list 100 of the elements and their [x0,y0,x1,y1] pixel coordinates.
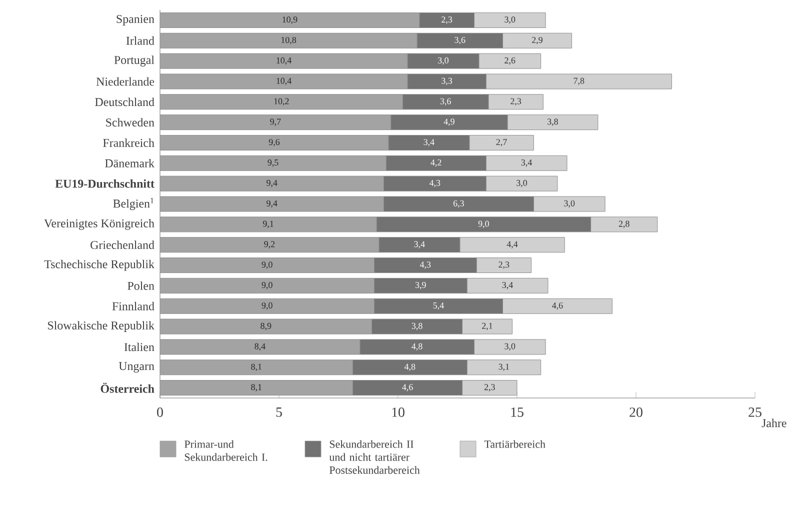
data-label: 4,3 [429,180,440,188]
data-label: 5,4 [433,302,444,310]
data-label: 8,1 [251,364,262,372]
data-label: 4,2 [430,159,442,167]
data-label: 7,8 [574,78,584,86]
y-tick-label: Portugal [114,56,154,66]
data-label: 3,0 [504,343,516,351]
x-tick-label: 15 [511,408,524,417]
bar [160,12,420,28]
data-label: 3,8 [412,322,422,330]
data-label: 10,9 [282,16,298,24]
data-label: 4,3 [420,262,431,269]
y-tick-label: Belgien$^{1}$ [113,198,154,210]
data-label: 8,9 [260,322,272,330]
y-tick-label: Polen [128,281,154,290]
data-label: 2,9 [532,36,542,44]
data-label: 3,6 [440,98,451,106]
data-label: 3,0 [504,16,516,24]
data-label: 2,1 [482,322,492,330]
x-axis-title: Jahre [762,418,786,428]
x-tick-label: 5 [276,408,282,417]
y-tick-label: Deutschland [95,98,154,106]
data-label: 3,3 [442,78,452,86]
data-label: 2,3 [442,16,452,24]
data-label: 3,4 [424,139,434,146]
data-label: 9,4 [266,180,278,188]
data-label: 3,6 [454,36,466,44]
legend-label: Tartiärbereich [484,440,546,448]
bar [160,237,380,253]
bar [160,380,354,396]
y-tick-label: Vereinigtes Königreich [44,218,154,230]
legend-label: Primar-und Sekundarbereich I. [184,440,268,461]
data-label: 9,4 [266,200,278,208]
data-label: 10,4 [276,78,292,86]
data-label: 3,4 [414,241,425,248]
data-label: 3,4 [502,282,513,290]
bar [160,155,386,171]
data-label: 10,8 [281,36,296,44]
data-label: 9,0 [478,220,489,228]
y-tick-label: Spanien [116,14,154,26]
x-tick-label: 10 [392,408,404,417]
data-label: 9,5 [268,159,278,167]
data-label: 4,4 [506,241,518,248]
y-tick-label: Finnland [112,302,154,310]
bar [160,318,372,334]
data-label: 8,4 [254,343,266,351]
data-label: 2,7 [496,139,507,146]
bar [160,114,392,130]
data-label: 9,7 [270,118,281,126]
data-label: 4,9 [444,118,454,126]
bar [160,339,360,355]
bar [160,176,384,192]
data-label: 9,2 [264,241,275,248]
y-tick-label: EU19-Durchschnitt [55,179,154,188]
y-tick-label: Frankreich [103,138,154,147]
y-tick-label: Dänemark [105,158,154,168]
data-label: 2,3 [498,262,510,269]
data-label: 9,1 [262,220,274,228]
bar [160,94,404,110]
data-label: 3,0 [516,180,528,188]
data-label: 2,8 [618,220,630,228]
data-label: 4,8 [404,364,416,372]
y-tick-label: Tschechische Republik [44,260,154,271]
x-tick-label: 25 [748,408,762,417]
x-tick-label: 20 [630,408,642,417]
bar [160,74,408,90]
bar [160,216,377,232]
data-label: 9,0 [262,302,272,310]
data-label: 3,0 [438,57,448,65]
y-tick-label: Italien [124,342,154,352]
data-label: 9,6 [268,139,280,146]
bar [160,32,418,48]
data-label: 4,8 [412,343,422,351]
bar [160,258,374,274]
bar [160,134,389,150]
data-label: 3,0 [564,200,575,208]
data-label: 4,6 [402,384,413,392]
bar [160,196,384,212]
y-tick-label: Irland [126,36,154,45]
bar [160,360,354,376]
y-tick-label: Niederlande [96,77,154,86]
data-label: 3,4 [521,159,532,167]
data-label: 3,8 [548,118,558,126]
y-tick-label: Slowakische Republik [48,321,154,332]
data-label: 3,1 [498,364,509,372]
data-label: 3,9 [415,282,426,290]
data-label: 4,6 [552,302,563,310]
legend-label: Sekundarbereich II und nicht tartiärer Postsekundarbereich [329,440,420,474]
data-label: 9,0 [262,262,272,269]
bar [160,298,374,314]
data-label: 2,3 [484,384,495,392]
y-tick-label: Schweden [106,118,154,127]
data-label: 10,4 [276,57,292,65]
bar [160,278,374,294]
y-tick-label: Griechenland [90,240,154,250]
data-label: 9,0 [262,282,272,290]
y-tick-label: Österreich [100,382,154,393]
bar [160,53,408,69]
data-label: 6,3 [453,200,464,208]
data-label: 8,1 [251,384,262,392]
